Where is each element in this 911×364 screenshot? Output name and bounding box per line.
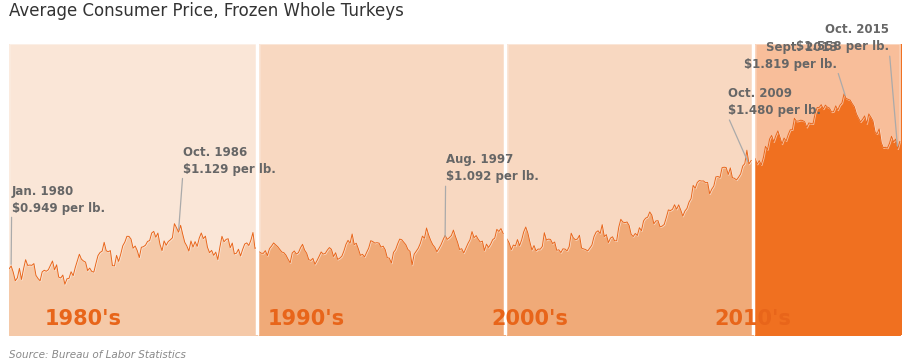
Text: Oct. 2015
$1.558 per lb.: Oct. 2015 $1.558 per lb. bbox=[796, 23, 889, 54]
Bar bbox=[257, 44, 505, 335]
Bar bbox=[505, 44, 753, 335]
Text: Sept. 2013
$1.819 per lb.: Sept. 2013 $1.819 per lb. bbox=[744, 41, 837, 71]
Text: Jan. 1980
$0.949 per lb.: Jan. 1980 $0.949 per lb. bbox=[12, 185, 105, 214]
Bar bbox=[753, 44, 902, 335]
Text: 2010's: 2010's bbox=[714, 309, 792, 329]
Text: Source: Bureau of Labor Statistics: Source: Bureau of Labor Statistics bbox=[9, 351, 186, 360]
Text: Average Consumer Price, Frozen Whole Turkeys: Average Consumer Price, Frozen Whole Tur… bbox=[9, 3, 404, 20]
Text: Aug. 1997
$1.092 per lb.: Aug. 1997 $1.092 per lb. bbox=[445, 154, 538, 183]
Text: 1980's: 1980's bbox=[45, 309, 122, 329]
Bar bbox=[9, 44, 257, 335]
Text: 2000's: 2000's bbox=[491, 309, 568, 329]
Text: Oct. 2009
$1.480 per lb.: Oct. 2009 $1.480 per lb. bbox=[728, 87, 822, 118]
Text: 1990's: 1990's bbox=[268, 309, 345, 329]
Text: Oct. 1986
$1.129 per lb.: Oct. 1986 $1.129 per lb. bbox=[183, 146, 276, 176]
